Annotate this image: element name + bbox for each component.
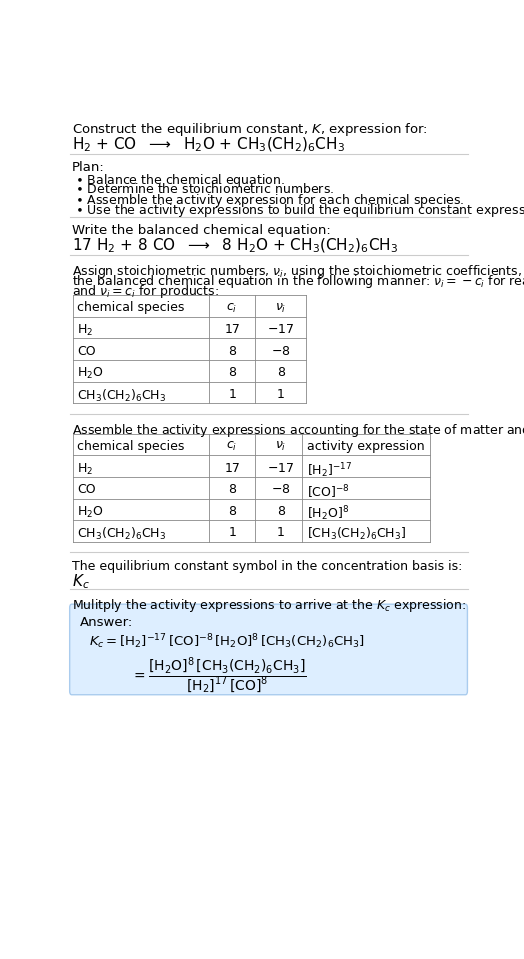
Text: $\nu_i$: $\nu_i$ [275, 440, 287, 453]
Text: $\bullet$ Use the activity expressions to build the equilibrium constant express: $\bullet$ Use the activity expressions t… [75, 202, 524, 219]
Text: 8: 8 [228, 344, 236, 358]
Text: CO: CO [77, 344, 96, 358]
Text: $[\mathrm{H_2O}]^{8}$: $[\mathrm{H_2O}]^{8}$ [307, 504, 350, 524]
Text: 8: 8 [277, 366, 285, 379]
Text: $\mathrm{CH_3(CH_2)_6CH_3}$: $\mathrm{CH_3(CH_2)_6CH_3}$ [77, 526, 167, 543]
Text: $K_c = [\mathrm{H_2}]^{-17}\,[\mathrm{CO}]^{-8}\,[\mathrm{H_2O}]^{8}\,[\mathrm{C: $K_c = [\mathrm{H_2}]^{-17}\,[\mathrm{CO… [89, 633, 365, 651]
Text: 1: 1 [228, 526, 236, 539]
Text: $\mathrm{CH_3(CH_2)_6CH_3}$: $\mathrm{CH_3(CH_2)_6CH_3}$ [77, 387, 167, 404]
Text: Construct the equilibrium constant, $K$, expression for:: Construct the equilibrium constant, $K$,… [72, 121, 428, 138]
Text: 8: 8 [277, 504, 285, 518]
Text: 17 $\mathrm{H_2}$ + 8 CO  $\longrightarrow$  8 $\mathrm{H_2O}$ + $\mathrm{CH_3(C: 17 $\mathrm{H_2}$ + 8 CO $\longrightarro… [72, 237, 398, 255]
Text: $\nu_i$: $\nu_i$ [275, 301, 287, 315]
Text: Mulitply the activity expressions to arrive at the $K_c$ expression:: Mulitply the activity expressions to arr… [72, 597, 466, 614]
Text: Write the balanced chemical equation:: Write the balanced chemical equation: [72, 224, 331, 238]
Text: 1: 1 [228, 387, 236, 401]
Text: $-8$: $-8$ [271, 344, 291, 358]
Text: $[\mathrm{CO}]^{-8}$: $[\mathrm{CO}]^{-8}$ [307, 483, 350, 501]
Text: and $\nu_i = c_i$ for products:: and $\nu_i = c_i$ for products: [72, 283, 219, 300]
Text: 8: 8 [228, 366, 236, 379]
Text: Answer:: Answer: [80, 616, 133, 628]
Text: chemical species: chemical species [77, 440, 184, 453]
Text: $K_c$: $K_c$ [72, 573, 90, 591]
Text: $\mathrm{H_2}$ + CO  $\longrightarrow$  $\mathrm{H_2O}$ + $\mathrm{CH_3(CH_2)_6C: $\mathrm{H_2}$ + CO $\longrightarrow$ $\… [72, 135, 345, 153]
Text: 17: 17 [224, 461, 240, 475]
Text: 17: 17 [224, 323, 240, 336]
Text: Assemble the activity expressions accounting for the state of matter and $\nu_i$: Assemble the activity expressions accoun… [72, 422, 524, 438]
Text: $= \dfrac{[\mathrm{H_2O}]^{8}\,[\mathrm{CH_3(CH_2)_6CH_3}]}{[\mathrm{H_2}]^{17}\: $= \dfrac{[\mathrm{H_2O}]^{8}\,[\mathrm{… [132, 656, 307, 696]
Text: 1: 1 [277, 387, 285, 401]
Text: $c_i$: $c_i$ [226, 440, 238, 453]
Text: The equilibrium constant symbol in the concentration basis is:: The equilibrium constant symbol in the c… [72, 560, 462, 573]
Text: Assign stoichiometric numbers, $\nu_i$, using the stoichiometric coefficients, $: Assign stoichiometric numbers, $\nu_i$, … [72, 263, 524, 280]
Text: $\mathrm{H_2O}$: $\mathrm{H_2O}$ [77, 504, 104, 520]
FancyBboxPatch shape [70, 604, 467, 694]
Text: the balanced chemical equation in the following manner: $\nu_i = -c_i$ for react: the balanced chemical equation in the fo… [72, 273, 524, 290]
Text: $[\mathrm{H_2}]^{-17}$: $[\mathrm{H_2}]^{-17}$ [307, 461, 352, 480]
Text: $\mathrm{H_2}$: $\mathrm{H_2}$ [77, 323, 93, 339]
Text: activity expression: activity expression [307, 440, 425, 453]
Text: $\bullet$ Balance the chemical equation.: $\bullet$ Balance the chemical equation. [75, 172, 285, 189]
Text: 8: 8 [228, 483, 236, 496]
Text: $\mathrm{H_2}$: $\mathrm{H_2}$ [77, 461, 93, 477]
Text: $[\mathrm{CH_3(CH_2)_6CH_3}]$: $[\mathrm{CH_3(CH_2)_6CH_3}]$ [307, 526, 406, 543]
Text: $-17$: $-17$ [267, 461, 294, 475]
Text: $\bullet$ Determine the stoichiometric numbers.: $\bullet$ Determine the stoichiometric n… [75, 182, 334, 196]
Text: $-17$: $-17$ [267, 323, 294, 336]
Text: $-8$: $-8$ [271, 483, 291, 496]
Text: 1: 1 [277, 526, 285, 539]
Text: chemical species: chemical species [77, 301, 184, 315]
Text: Plan:: Plan: [72, 161, 104, 175]
Text: CO: CO [77, 483, 96, 496]
Text: $c_i$: $c_i$ [226, 301, 238, 315]
Text: 8: 8 [228, 504, 236, 518]
Text: $\bullet$ Assemble the activity expression for each chemical species.: $\bullet$ Assemble the activity expressi… [75, 192, 464, 209]
Text: $\mathrm{H_2O}$: $\mathrm{H_2O}$ [77, 366, 104, 381]
